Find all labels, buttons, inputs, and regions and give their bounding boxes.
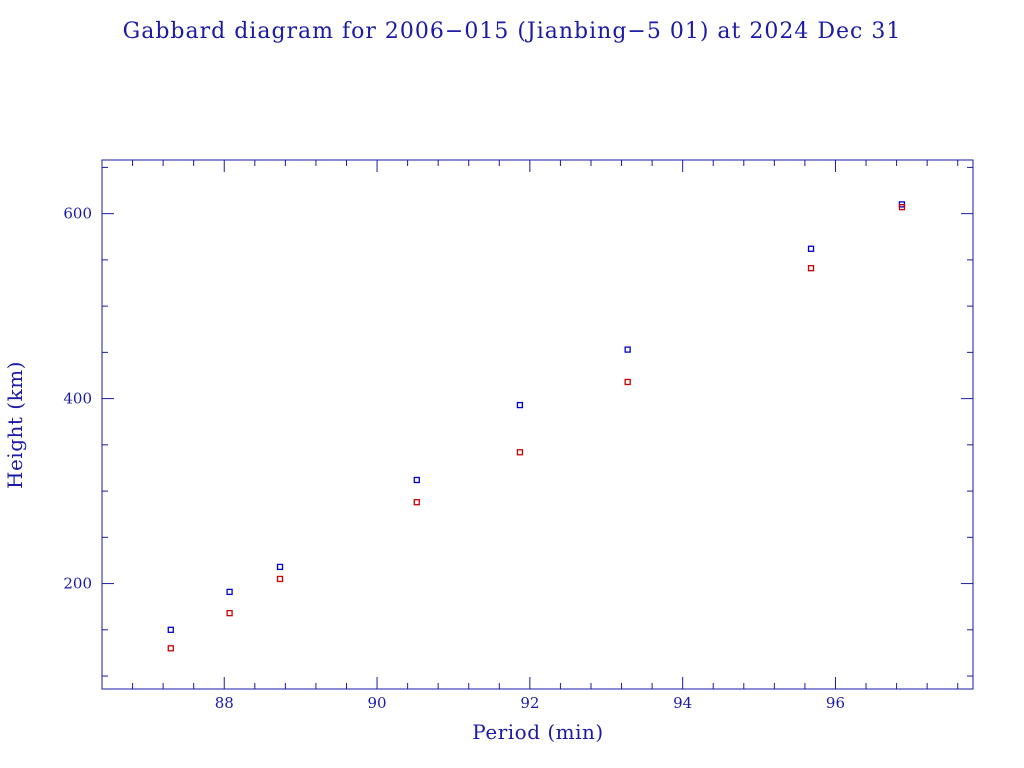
data-point-series-2 [167, 645, 174, 652]
x-tick-label: 88 [215, 694, 234, 712]
data-point-series-2 [276, 575, 284, 583]
y-tick-label: 600 [63, 205, 92, 223]
chart-title: Gabbard diagram for 2006−015 (Jianbing−5… [123, 19, 902, 44]
axis-ticks [102, 160, 973, 689]
y-tick-label: 200 [63, 575, 92, 593]
data-point-series-2 [807, 265, 815, 272]
data-point-series-2 [624, 378, 631, 386]
x-tick-label: 90 [368, 694, 387, 712]
data-point-series-2 [226, 610, 233, 617]
data-point-series-2 [413, 499, 420, 506]
x-tick-label: 92 [520, 694, 539, 712]
y-tick-label: 400 [63, 390, 92, 408]
data-point-series-1 [624, 346, 631, 353]
x-axis-label: Period (min) [472, 720, 603, 744]
data-points [167, 201, 906, 652]
y-axis-label: Height (km) [3, 361, 27, 489]
data-point-series-1 [413, 476, 420, 484]
axis-tick-labels: 88 90 92 94 96 200 400 600 [63, 205, 845, 712]
data-point-series-2 [898, 204, 906, 211]
data-point-series-1 [276, 563, 284, 571]
x-tick-label: 96 [826, 694, 845, 712]
data-point-series-2 [516, 449, 524, 456]
data-point-series-1 [167, 626, 174, 633]
data-point-series-1 [807, 245, 815, 252]
plot-frame [101, 159, 974, 690]
data-point-series-1 [516, 401, 524, 409]
x-tick-label: 94 [673, 694, 692, 712]
data-point-series-1 [226, 588, 233, 596]
